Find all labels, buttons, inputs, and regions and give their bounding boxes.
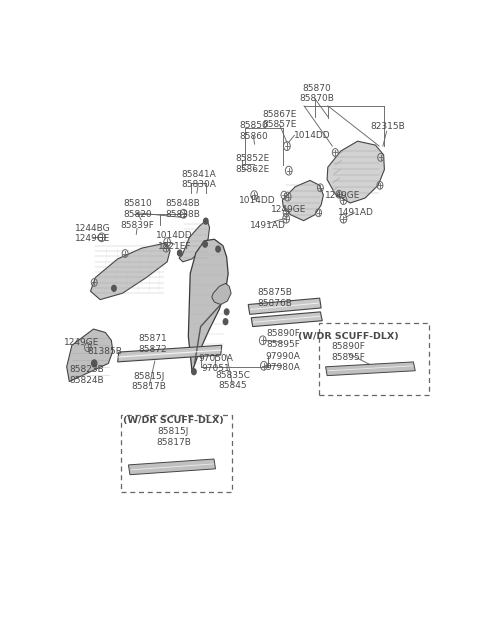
Polygon shape [179, 220, 210, 262]
Circle shape [223, 318, 228, 325]
Bar [319, 323, 429, 395]
Text: 85890F
85895F: 85890F 85895F [332, 342, 366, 362]
Text: 85870
85870B: 85870 85870B [299, 83, 334, 103]
Circle shape [192, 369, 196, 375]
Polygon shape [91, 243, 170, 299]
Polygon shape [325, 362, 415, 376]
Text: (W/DR SCUFF-DLX): (W/DR SCUFF-DLX) [298, 332, 399, 341]
Polygon shape [118, 345, 222, 362]
Text: 85850
85860: 85850 85860 [239, 122, 268, 141]
Text: 81385B: 81385B [87, 347, 122, 355]
Text: 85810
85820: 85810 85820 [123, 199, 152, 218]
Text: 85871
85872: 85871 85872 [138, 334, 167, 354]
Polygon shape [188, 240, 228, 372]
Polygon shape [212, 283, 231, 304]
Text: 85815J
85817B: 85815J 85817B [156, 427, 191, 447]
Text: 1249GE: 1249GE [325, 190, 360, 199]
Bar [121, 415, 232, 492]
Polygon shape [248, 298, 321, 314]
Polygon shape [129, 459, 216, 475]
Text: 97050A
97051: 97050A 97051 [198, 354, 233, 373]
Circle shape [112, 285, 116, 291]
Circle shape [203, 241, 207, 247]
Text: 1014DD: 1014DD [294, 131, 331, 140]
Circle shape [225, 309, 229, 315]
Text: 82315B: 82315B [370, 122, 405, 131]
Text: 85841A
85830A: 85841A 85830A [181, 169, 216, 189]
Text: 1249GE: 1249GE [271, 205, 306, 215]
Circle shape [204, 218, 208, 224]
Text: 1244BG
1249GE: 1244BG 1249GE [74, 224, 110, 243]
Circle shape [216, 246, 220, 252]
Text: 85890F
85895F: 85890F 85895F [266, 329, 300, 348]
Text: 97990A
97980A: 97990A 97980A [265, 352, 300, 372]
Text: 1014DD: 1014DD [239, 196, 276, 205]
Text: 85815J
85817B: 85815J 85817B [132, 371, 167, 391]
Circle shape [92, 360, 97, 367]
Text: 1249GE: 1249GE [64, 338, 99, 347]
Text: 1014DD
1221EF: 1014DD 1221EF [156, 231, 193, 250]
Polygon shape [67, 329, 113, 382]
Polygon shape [282, 180, 324, 220]
Text: 1491AD: 1491AD [251, 220, 286, 229]
Text: 85848B
85838B: 85848B 85838B [165, 199, 200, 218]
Text: 85823B
85824B: 85823B 85824B [70, 365, 104, 385]
Text: (W/DR SCUFF-DLX): (W/DR SCUFF-DLX) [123, 416, 224, 426]
Text: 85839F: 85839F [120, 220, 154, 229]
Text: 85875B
85876B: 85875B 85876B [258, 289, 292, 308]
Circle shape [178, 250, 182, 256]
Text: 85852E
85862E: 85852E 85862E [236, 154, 270, 174]
Text: 85835C
85845: 85835C 85845 [216, 371, 251, 390]
Polygon shape [251, 312, 322, 327]
Text: 1491AD: 1491AD [338, 208, 373, 217]
Text: 85867E
85857E: 85867E 85857E [262, 110, 297, 129]
Polygon shape [327, 141, 384, 203]
